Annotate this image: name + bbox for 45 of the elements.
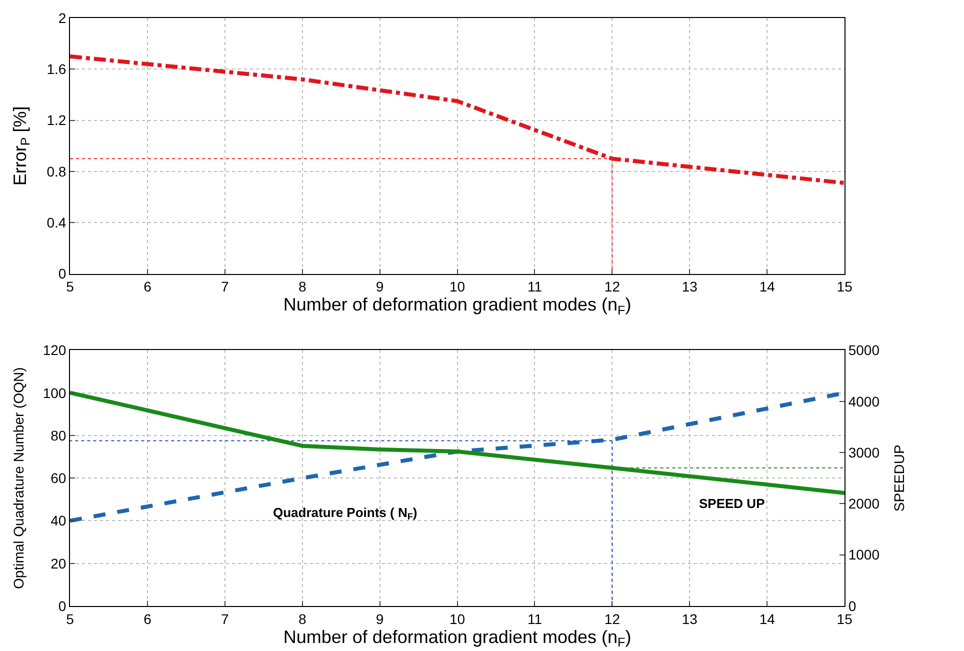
x-tick-label: 5 bbox=[66, 610, 74, 627]
y-tick-label: 80 bbox=[50, 427, 66, 444]
y2-tick-label: 1000 bbox=[848, 546, 880, 563]
x-tick-label: 6 bbox=[144, 610, 152, 627]
y-tick-label: 40 bbox=[50, 512, 66, 529]
y-tick-label: 120 bbox=[42, 342, 66, 358]
x-tick-label: 15 bbox=[836, 278, 853, 295]
x-tick-label: 11 bbox=[527, 610, 542, 627]
annotation: SPEED UP bbox=[699, 496, 766, 511]
y-tick-label: 2 bbox=[58, 10, 66, 26]
y2-tick-label: 3000 bbox=[848, 444, 880, 460]
x-tick-label: 10 bbox=[449, 278, 466, 295]
x-tick-label: 9 bbox=[376, 278, 384, 295]
x-tick-label: 9 bbox=[376, 610, 384, 627]
x-tick-label: 8 bbox=[298, 278, 306, 295]
x-tick-label: 13 bbox=[682, 610, 698, 627]
y-tick-label: 60 bbox=[50, 470, 66, 486]
x-tick-label: 12 bbox=[604, 610, 620, 627]
y2-tick-label: 2000 bbox=[848, 496, 880, 512]
y2-axis-title: SPEEDUP bbox=[891, 444, 908, 512]
y-tick-label: 0.4 bbox=[46, 214, 66, 231]
y-tick-label: 20 bbox=[50, 555, 66, 572]
y-tick-label: 1.6 bbox=[46, 61, 66, 78]
y2-tick-label: 4000 bbox=[848, 393, 880, 410]
x-tick-label: 8 bbox=[298, 610, 306, 627]
x-tick-label: 13 bbox=[682, 278, 698, 295]
x-tick-label: 11 bbox=[527, 278, 542, 295]
x-tick-label: 5 bbox=[66, 278, 74, 295]
x-axis-title: Number of deformation gradient modes (n$_{F}$) bbox=[283, 626, 632, 650]
annotation: Quadrature Points ( N$_{F}$) bbox=[273, 505, 418, 522]
x-axis-title: Number of deformation gradient modes (n$_{F}$) bbox=[283, 294, 632, 318]
y-tick-label: 100 bbox=[42, 384, 66, 401]
y-axis-title: Optimal Quadrature Number (OQN) bbox=[10, 367, 26, 589]
y2-tick-label: 5000 bbox=[848, 342, 880, 358]
y-tick-label: 0 bbox=[58, 266, 66, 282]
x-tick-label: 10 bbox=[449, 610, 466, 627]
x-tick-label: 12 bbox=[604, 278, 620, 295]
x-tick-label: 14 bbox=[759, 278, 776, 295]
x-tick-label: 7 bbox=[221, 610, 230, 627]
y-tick-label: 1.2 bbox=[46, 112, 66, 128]
y-tick-label: 0 bbox=[58, 598, 66, 614]
x-tick-label: 7 bbox=[221, 278, 230, 295]
y-tick-label: 0.8 bbox=[46, 163, 66, 180]
x-tick-label: 14 bbox=[759, 610, 776, 627]
x-tick-label: 6 bbox=[144, 278, 152, 295]
